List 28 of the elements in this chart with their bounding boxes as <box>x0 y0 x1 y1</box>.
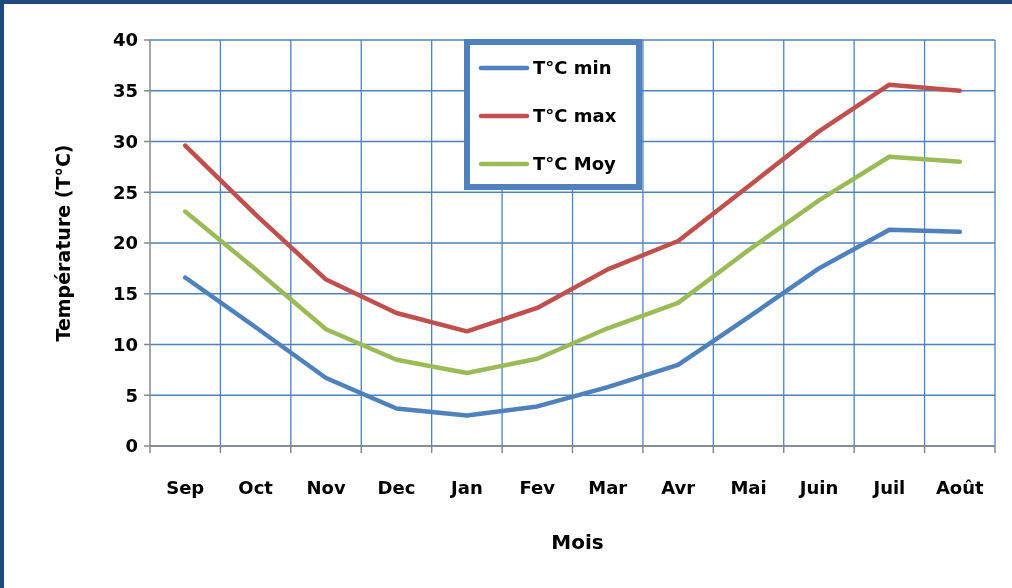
x-tick-label: Mar <box>588 477 628 498</box>
y-tick-label: 5 <box>125 384 138 406</box>
y-tick-label: 0 <box>125 435 138 457</box>
y-tick-label: 10 <box>112 333 138 355</box>
x-tick-label: Avr <box>661 477 696 498</box>
x-tick-label: Sep <box>166 477 205 498</box>
x-tick-label: Août <box>935 477 985 498</box>
x-tick-label: Oct <box>238 477 274 498</box>
x-tick-label: Juin <box>797 477 839 498</box>
y-axis-title: Température (T°C) <box>52 144 74 342</box>
y-tick-label: 40 <box>112 29 138 51</box>
x-axis-title: Mois <box>551 530 604 554</box>
y-tick-label: 20 <box>112 232 138 254</box>
legend-label: T°C min <box>533 57 612 79</box>
x-tick-label: Jan <box>449 477 483 498</box>
line-series <box>182 154 963 376</box>
x-tick-label: Juil <box>871 477 906 498</box>
legend-label: T°C max <box>533 105 617 127</box>
y-tick-label: 30 <box>112 130 138 152</box>
y-tick-label: 15 <box>112 283 138 305</box>
line-series <box>182 82 963 334</box>
legend-label: T°C Moy <box>533 153 617 175</box>
x-tick-label: Dec <box>377 477 416 498</box>
y-tick-label: 25 <box>112 181 138 203</box>
y-tick-label: 35 <box>112 80 138 102</box>
x-tick-label: Fev <box>519 477 556 498</box>
x-tick-label: Mai <box>730 477 767 498</box>
x-tick-label: Nov <box>306 477 346 498</box>
